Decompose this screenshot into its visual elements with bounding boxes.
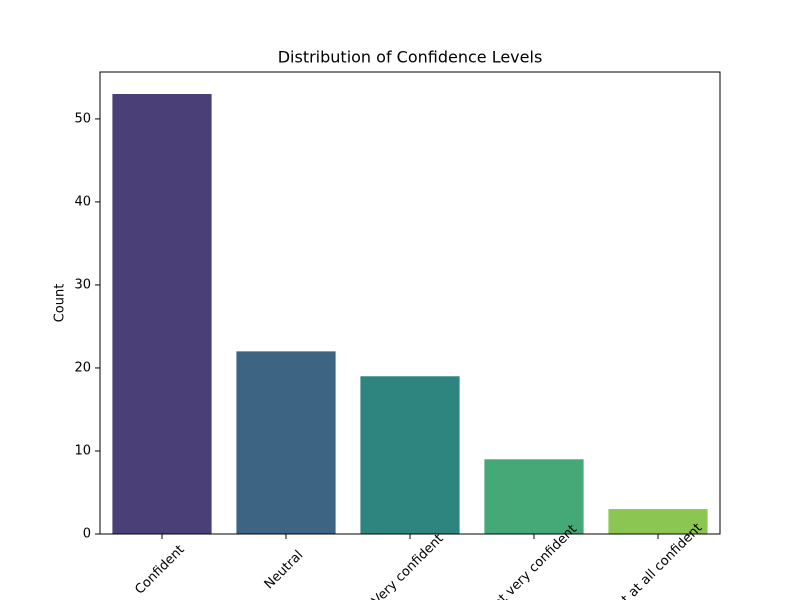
y-tick-label: 30	[74, 277, 91, 292]
y-tick-label: 20	[74, 360, 91, 375]
y-tick-label: 10	[74, 443, 91, 458]
y-axis-label: Count	[53, 284, 68, 323]
bar	[236, 351, 336, 534]
bar	[484, 459, 584, 534]
y-tick-label: 0	[83, 527, 91, 542]
bar	[608, 509, 708, 534]
x-tick-label: Neutral	[262, 548, 307, 593]
bar	[112, 94, 212, 534]
y-tick-label: 40	[74, 194, 91, 209]
x-tick-label: Very confident	[369, 531, 446, 600]
bar	[360, 376, 460, 534]
plot-frame	[99, 71, 721, 535]
y-tick-label: 50	[74, 111, 91, 126]
chart-title: Distribution of Confidence Levels	[278, 48, 543, 67]
x-tick-label: Confident	[132, 542, 187, 597]
